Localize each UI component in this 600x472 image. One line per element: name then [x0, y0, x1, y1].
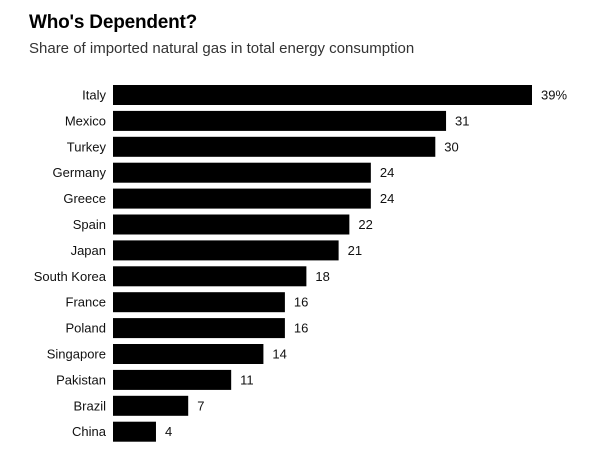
bar	[113, 85, 532, 105]
value-label: 18	[315, 269, 329, 284]
chart-title: Who's Dependent?	[29, 12, 198, 33]
category-label: Brazil	[73, 398, 106, 413]
value-label: 14	[272, 347, 286, 362]
category-label: Singapore	[47, 347, 106, 362]
value-label: 22	[358, 217, 372, 232]
bar	[113, 318, 285, 339]
bar	[113, 188, 371, 209]
category-label: Greece	[63, 191, 106, 206]
category-label: Turkey	[67, 139, 107, 154]
value-label: 24	[380, 165, 394, 180]
bar	[113, 369, 232, 390]
value-label: 16	[294, 295, 308, 310]
bar	[113, 266, 307, 287]
category-label: Germany	[53, 165, 107, 180]
chart-subtitle: Share of imported natural gas in total e…	[29, 40, 415, 57]
category-label: France	[66, 295, 106, 310]
value-label: 24	[380, 191, 394, 206]
value-label: 4	[165, 424, 172, 439]
bar	[113, 395, 189, 416]
category-label: China	[72, 424, 107, 439]
category-label: South Korea	[34, 269, 107, 284]
bar	[113, 344, 264, 364]
bar	[113, 110, 447, 131]
value-label: 11	[240, 372, 254, 387]
category-label: Japan	[71, 243, 106, 258]
bar	[113, 240, 339, 261]
value-label: 7	[197, 398, 204, 413]
value-label: 21	[348, 243, 362, 258]
category-label: Spain	[73, 217, 106, 232]
category-label: Pakistan	[56, 372, 106, 387]
value-label: 39%	[541, 88, 567, 103]
category-label: Mexico	[65, 113, 106, 128]
bar	[113, 292, 285, 313]
value-label: 30	[444, 139, 458, 154]
bar	[113, 136, 436, 157]
category-label: Italy	[82, 88, 106, 103]
value-label: 31	[455, 113, 469, 128]
bar	[113, 421, 156, 442]
value-label: 16	[294, 321, 308, 336]
bar	[113, 162, 371, 183]
bar	[113, 214, 350, 235]
category-label: Poland	[66, 321, 106, 336]
